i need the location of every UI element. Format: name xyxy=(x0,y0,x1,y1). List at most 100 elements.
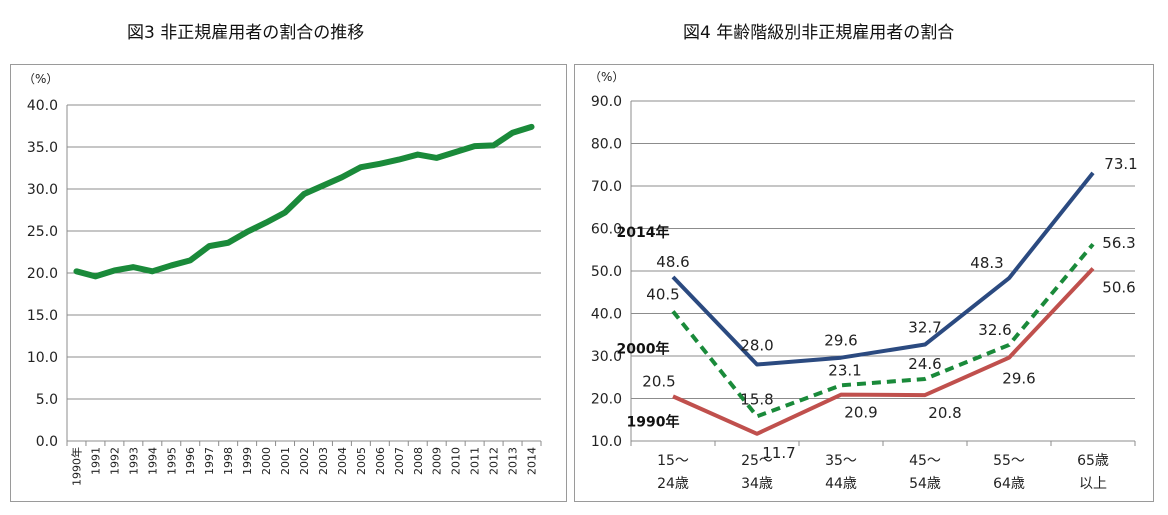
data-point xyxy=(454,150,458,154)
figure3-title: 図3 非正規雇用者の割合の推移 xyxy=(127,23,365,43)
y-tick-label: 10.0 xyxy=(591,434,622,450)
x-tick-label: 54歳 xyxy=(909,476,941,492)
x-tick-label: 45～ xyxy=(909,453,941,469)
data-label: 24.6 xyxy=(908,355,941,373)
series-name-label: 2000年 xyxy=(617,340,670,357)
y-tick-label: 25.0 xyxy=(27,224,58,240)
x-tick-label: 2005 xyxy=(355,447,368,475)
x-tick-label: 2004 xyxy=(336,447,349,475)
data-point xyxy=(340,175,344,179)
x-tick-label: 以上 xyxy=(1079,476,1107,492)
data-point xyxy=(511,131,515,135)
data-point xyxy=(283,211,287,215)
x-tick-label: 2006 xyxy=(374,447,387,475)
x-tick-label: 1995 xyxy=(165,447,178,475)
series-line-2014年 xyxy=(671,171,1095,367)
x-tick-label: 25～ xyxy=(741,453,773,469)
data-point xyxy=(131,265,135,269)
y-tick-label: 90.0 xyxy=(591,94,622,110)
x-tick-label: 2012 xyxy=(488,447,501,475)
data-label: 20.5 xyxy=(642,372,675,390)
data-label: 56.3 xyxy=(1102,234,1135,252)
data-label: 20.9 xyxy=(844,404,877,422)
figure4-chart: （%） 10.0 20.0 30.0 40.0 50.0 60.0 70.0 80.0 90.0 1… xyxy=(589,70,1138,492)
x-tick-label: 55～ xyxy=(993,453,1025,469)
x-tick-label: 1996 xyxy=(184,447,197,475)
data-label: 50.6 xyxy=(1102,278,1135,296)
data-point xyxy=(207,244,211,248)
y-tick-label: 40.0 xyxy=(591,307,622,323)
data-point xyxy=(416,153,420,157)
y-tick-label: 5.0 xyxy=(36,392,58,408)
y-tick-label: 35.0 xyxy=(27,140,58,156)
y-tick-label: 70.0 xyxy=(591,179,622,195)
y-tick-label: 10.0 xyxy=(27,350,58,366)
data-label: 40.5 xyxy=(646,285,679,303)
data-point xyxy=(359,165,363,169)
x-tick-label: 2014 xyxy=(526,447,539,475)
y-tick-label: 20.0 xyxy=(591,392,622,408)
x-tick-label: 15～ xyxy=(657,453,689,469)
data-point xyxy=(93,274,97,278)
y-tick-label: 80.0 xyxy=(591,137,622,153)
y-tick-label: 30.0 xyxy=(27,182,58,198)
x-tick-label: 1991 xyxy=(89,447,102,475)
figure3-panel: （%） 0.0 5.0 10.0 15.0 20.0 25.0 30.0 35.0 40.0 199… xyxy=(10,64,567,502)
data-point xyxy=(74,269,78,273)
data-label: 48.3 xyxy=(970,254,1003,272)
x-tick-label: 1997 xyxy=(203,447,216,475)
data-point xyxy=(150,269,154,273)
data-point xyxy=(302,192,306,196)
series-name-label: 1990年 xyxy=(627,413,680,430)
data-label: 29.6 xyxy=(824,332,857,350)
data-label: 48.6 xyxy=(656,253,689,271)
data-point xyxy=(492,143,496,147)
series-line-2000年 xyxy=(671,242,1095,419)
y-axis-unit: （%） xyxy=(589,70,624,84)
x-tick-label: 1994 xyxy=(146,447,159,475)
data-point xyxy=(321,184,325,188)
y-tick-label: 20.0 xyxy=(27,266,58,282)
data-point xyxy=(264,221,268,225)
x-tick-label: 65歳 xyxy=(1077,453,1109,469)
x-tick-label: 1998 xyxy=(222,447,235,475)
data-label: 23.1 xyxy=(828,361,861,379)
y-tick-label: 15.0 xyxy=(27,308,58,324)
x-tick-label: 44歳 xyxy=(825,476,857,492)
data-label: 28.0 xyxy=(740,337,773,355)
data-point xyxy=(226,241,230,245)
figure3-chart: （%） 0.0 5.0 10.0 15.0 20.0 25.0 30.0 35.0 40.0 199… xyxy=(23,72,542,486)
x-tick-label: 2003 xyxy=(317,447,330,475)
data-label: 11.7 xyxy=(762,444,795,462)
x-tick-label: 2011 xyxy=(469,447,482,475)
data-label: 29.6 xyxy=(1002,370,1035,388)
x-tick-label: 2010 xyxy=(450,447,463,475)
data-point xyxy=(473,144,477,148)
x-tick-label: 24歳 xyxy=(657,476,689,492)
y-axis-unit: （%） xyxy=(23,72,58,86)
x-tick-label: 35～ xyxy=(825,453,857,469)
x-tick-label: 64歳 xyxy=(993,476,1025,492)
x-tick-label: 34歳 xyxy=(741,476,773,492)
x-tick-label: 1993 xyxy=(127,447,140,475)
x-tick-label: 2008 xyxy=(412,447,425,475)
figure4-title: 図4 年齢階級別非正規雇用者の割合 xyxy=(683,23,955,43)
x-tick-label: 1990年 xyxy=(69,447,83,486)
data-point xyxy=(397,158,401,162)
y-tick-label: 30.0 xyxy=(591,349,622,365)
x-tick-label: 2013 xyxy=(507,447,520,475)
x-tick-label: 2009 xyxy=(431,447,444,475)
data-point xyxy=(169,263,173,267)
x-tick-label: 2007 xyxy=(393,447,406,475)
data-label: 20.8 xyxy=(928,404,961,422)
data-point xyxy=(188,258,192,262)
data-point xyxy=(245,230,249,234)
y-tick-label: 60.0 xyxy=(591,222,622,238)
series-line xyxy=(73,123,535,280)
data-point xyxy=(378,162,382,166)
y-tick-label: 50.0 xyxy=(591,264,622,280)
data-point xyxy=(435,156,439,160)
data-label: 73.1 xyxy=(1104,155,1137,173)
data-label: 15.8 xyxy=(740,390,773,408)
series-line-1990年 xyxy=(672,267,1095,436)
